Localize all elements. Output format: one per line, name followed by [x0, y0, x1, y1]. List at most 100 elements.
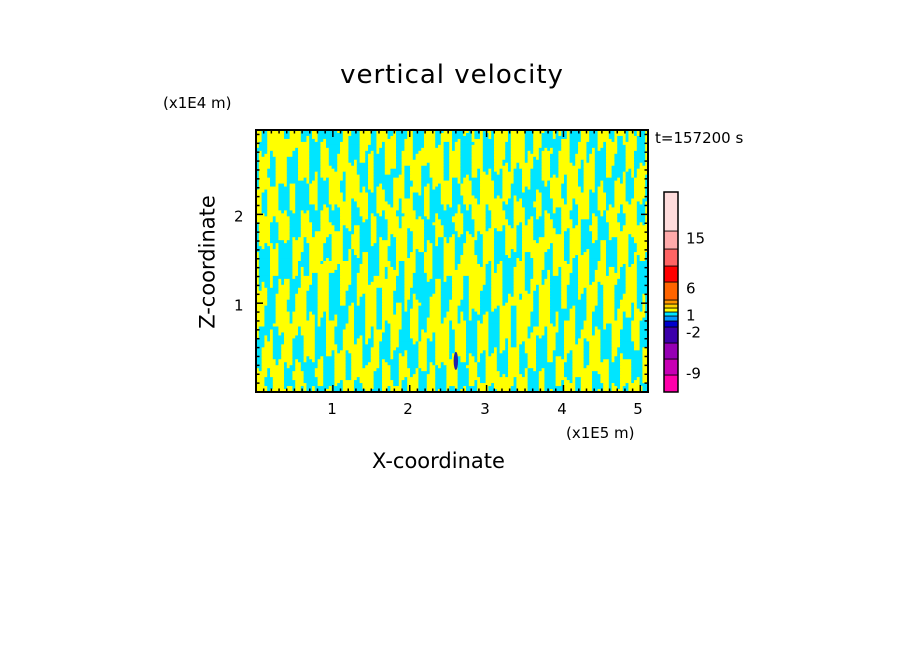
field-cell — [373, 335, 383, 340]
field-cell — [340, 228, 344, 232]
field-cell — [410, 323, 419, 328]
field-cell — [326, 311, 330, 316]
field-cell — [267, 290, 279, 295]
x-tick-label: 2 — [403, 400, 413, 418]
field-cell — [340, 225, 344, 229]
field-cell — [527, 386, 540, 390]
field-cell — [589, 255, 601, 259]
field-cell — [401, 314, 411, 319]
field-cell — [390, 341, 400, 345]
field-cell — [471, 192, 481, 197]
field-cell — [513, 287, 526, 292]
field-cell — [533, 266, 545, 271]
field-cell — [267, 368, 271, 372]
field-cell — [449, 386, 456, 390]
field-cell — [569, 249, 582, 253]
field-cell — [256, 290, 268, 295]
field-cell — [550, 165, 559, 170]
field-cell — [368, 213, 372, 217]
field-cell — [418, 356, 428, 360]
field-cell — [510, 159, 526, 164]
field-cell — [608, 380, 621, 384]
field-cell — [398, 359, 408, 363]
field-cell — [631, 308, 635, 313]
field-cell — [589, 278, 596, 283]
field-cell — [404, 189, 411, 194]
field-cell — [286, 183, 291, 188]
field-cell — [533, 275, 543, 280]
field-cell — [530, 314, 540, 319]
field-cell — [440, 198, 453, 203]
field-cell — [370, 132, 377, 137]
field-cell — [300, 258, 310, 262]
field-cell — [429, 207, 445, 211]
field-cell — [547, 326, 559, 331]
field-cell — [292, 341, 305, 345]
field-cell — [323, 383, 335, 387]
field-cell — [597, 299, 604, 304]
field-cell — [620, 305, 632, 310]
field-cell — [552, 201, 565, 206]
field-cell — [256, 135, 263, 140]
field-cell — [550, 153, 559, 158]
field-cell — [264, 323, 274, 328]
field-cell — [631, 377, 638, 381]
field-cell — [348, 156, 361, 161]
field-cell — [275, 296, 291, 301]
field-cell — [306, 290, 319, 295]
field-cell — [303, 237, 307, 241]
field-cell — [569, 308, 576, 313]
field-cell — [261, 359, 277, 363]
field-cell — [359, 174, 369, 179]
field-cell — [547, 210, 554, 214]
field-cell — [634, 195, 646, 200]
field-cell — [597, 204, 607, 209]
field-cell — [326, 177, 330, 182]
field-cell — [401, 165, 405, 170]
field-cell — [488, 228, 495, 232]
field-cell — [583, 347, 590, 351]
field-cell — [384, 359, 400, 363]
field-cell — [342, 192, 347, 197]
field-cell — [488, 132, 492, 137]
field-cell — [597, 207, 607, 211]
field-cell — [407, 362, 419, 366]
field-cell — [617, 150, 627, 155]
field-cell — [516, 344, 520, 348]
field-cell — [382, 323, 386, 328]
field-cell — [351, 207, 361, 211]
field-cell — [295, 183, 310, 188]
field-cell — [468, 177, 481, 182]
field-cell — [342, 240, 352, 244]
field-cell — [603, 296, 615, 301]
field-cell — [480, 130, 484, 134]
field-cell — [625, 192, 635, 197]
field-cell — [477, 371, 487, 375]
field-cell — [370, 350, 380, 354]
field-cell — [401, 216, 417, 220]
field-cell — [522, 240, 537, 244]
field-cell — [606, 263, 618, 268]
field-cell — [270, 263, 279, 268]
field-cell — [398, 353, 403, 357]
field-cell — [275, 293, 291, 298]
field-cell — [387, 237, 391, 241]
field-cell — [312, 228, 321, 232]
field-cell — [477, 347, 489, 351]
field-cell — [300, 281, 313, 286]
field-cell — [569, 246, 582, 250]
field-cell — [351, 281, 358, 286]
field-cell — [351, 353, 363, 357]
field-cell — [522, 228, 534, 232]
field-cell — [452, 180, 459, 185]
field-cell — [494, 308, 501, 313]
field-cell — [572, 266, 579, 271]
field-cell — [586, 317, 593, 322]
field-cell — [256, 287, 260, 292]
field-cell — [418, 335, 422, 340]
field-cell — [452, 287, 464, 292]
field-cell — [256, 171, 260, 176]
field-cell — [348, 317, 355, 322]
field-cell — [460, 156, 473, 161]
field-cell — [636, 219, 646, 223]
